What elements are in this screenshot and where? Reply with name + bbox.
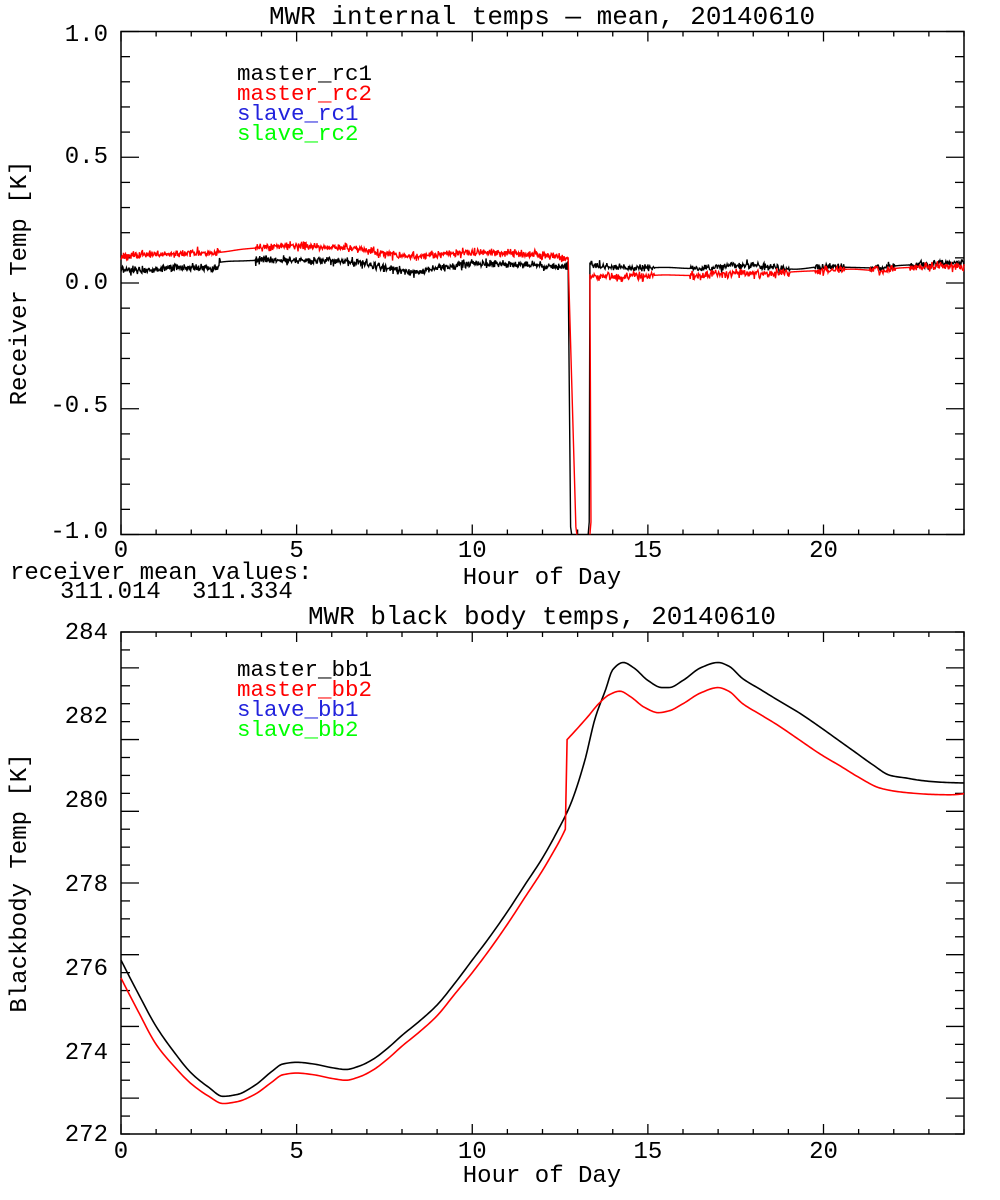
svg-text:282: 282	[65, 704, 108, 731]
svg-text:274: 274	[65, 1040, 108, 1067]
svg-text:20: 20	[809, 1139, 838, 1166]
svg-text:Blackbody Temp [K]: Blackbody Temp [K]	[7, 753, 34, 1012]
svg-text:284: 284	[65, 620, 108, 647]
svg-text:-1.0: -1.0	[50, 519, 108, 546]
svg-text:MWR black body temps, 20140610: MWR black body temps, 20140610	[308, 602, 776, 632]
svg-text:0: 0	[114, 1139, 128, 1166]
svg-text:Receiver Temp [K]: Receiver Temp [K]	[7, 161, 34, 406]
svg-text:272: 272	[65, 1122, 108, 1149]
svg-text:15: 15	[633, 538, 662, 565]
svg-text:10: 10	[458, 1139, 487, 1166]
svg-text:Hour of Day: Hour of Day	[463, 565, 621, 592]
svg-text:311.334: 311.334	[192, 579, 293, 606]
svg-text:0.0: 0.0	[65, 270, 108, 297]
svg-text:MWR internal temps — mean, 201: MWR internal temps — mean, 20140610	[269, 2, 815, 32]
svg-text:10: 10	[458, 538, 487, 565]
svg-text:slave_rc2: slave_rc2	[237, 121, 359, 147]
svg-text:0.5: 0.5	[65, 144, 108, 171]
svg-text:20: 20	[809, 538, 838, 565]
svg-text:280: 280	[65, 788, 108, 815]
svg-text:5: 5	[289, 1139, 303, 1166]
svg-text:-0.5: -0.5	[50, 393, 108, 420]
svg-text:1.0: 1.0	[65, 22, 108, 49]
svg-text:311.014: 311.014	[60, 579, 161, 606]
svg-text:276: 276	[65, 956, 108, 983]
svg-text:Hour of Day: Hour of Day	[463, 1163, 621, 1190]
svg-text:slave_bb2: slave_bb2	[237, 717, 359, 743]
svg-text:278: 278	[65, 872, 108, 899]
svg-text:15: 15	[633, 1139, 662, 1166]
